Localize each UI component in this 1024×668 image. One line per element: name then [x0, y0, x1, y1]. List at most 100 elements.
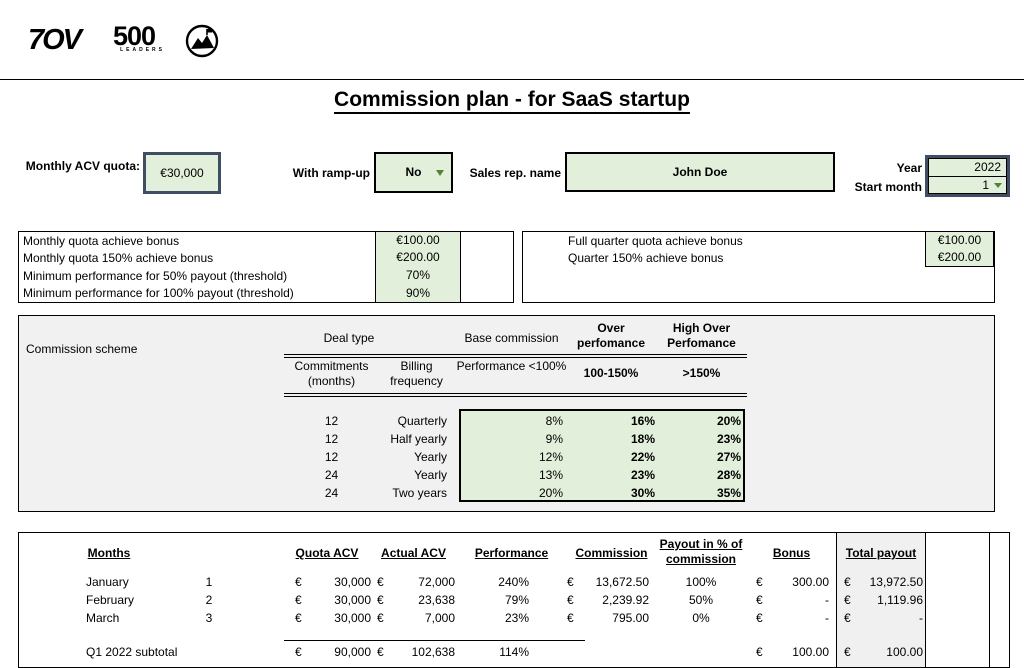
actual-acv-cell[interactable]: €7,000	[377, 611, 455, 625]
monthly-acv-quota-input[interactable]: €30,000	[143, 152, 221, 194]
total-payout-header: Total payout	[845, 546, 917, 560]
over-rate-cell[interactable]: 23%	[630, 468, 655, 482]
ramp-up-dropdown[interactable]: No	[374, 152, 453, 193]
bonus-label: Monthly quota 150% achieve bonus	[23, 251, 214, 266]
quota-acv-cell: €30,000	[295, 611, 371, 625]
currency-symbol: €	[844, 611, 851, 625]
currency-symbol: €	[295, 575, 302, 589]
bonus-value-cell[interactable]: €200.00	[926, 249, 993, 266]
company-logo-7ov: 7OV	[28, 24, 82, 56]
table-row: Minimum performance for 100% payout (thr…	[19, 284, 513, 302]
commission-rates-input-area[interactable]	[459, 409, 745, 502]
empty-cell	[460, 267, 513, 285]
monthly-bonus-table: Monthly quota achieve bonus €100.00 Mont…	[18, 231, 514, 303]
currency-symbol: €	[756, 593, 763, 607]
start-month-dropdown-arrow-icon[interactable]	[994, 182, 1002, 188]
currency-symbol: €	[377, 575, 384, 589]
currency-symbol: €	[756, 611, 763, 625]
table-row: Minimum performance for 50% payout (thre…	[19, 267, 513, 285]
quota-acv-cell: €30,000	[295, 575, 371, 589]
table-right-divider	[989, 533, 990, 667]
month-number: 1	[205, 575, 213, 589]
payout-pct-cell: 100%	[685, 575, 717, 589]
total-payout-cell: €1,119.96	[844, 593, 923, 607]
billing-cell: Two years	[392, 486, 447, 500]
performance-cell: 240%	[498, 575, 529, 589]
total-payout-cell: €13,972.50	[844, 575, 923, 589]
range-over-150-header: >150%	[682, 366, 721, 380]
high-rate-cell[interactable]: 28%	[716, 468, 741, 482]
over-rate-cell[interactable]: 22%	[630, 450, 655, 464]
base-rate-cell[interactable]: 12%	[538, 450, 563, 464]
subtotal-label: Q1 2022 subtotal	[86, 645, 178, 659]
high-rate-cell[interactable]: 20%	[716, 414, 741, 428]
currency-symbol: €	[756, 645, 763, 659]
payout-pct-cell: 0%	[692, 611, 710, 625]
month-number: 2	[205, 593, 213, 607]
month-name: February	[86, 593, 135, 607]
commission-scheme-label: Commission scheme	[26, 342, 138, 356]
commitment-cell: 12	[324, 414, 339, 428]
high-over-performance-header: High Over Perfomance	[667, 321, 736, 350]
performance-cell: 23%	[504, 611, 529, 625]
high-rate-cell[interactable]: 35%	[716, 486, 741, 500]
company-logo-500-leaders: 500 LEADERS	[103, 22, 165, 53]
performance-header: Performance	[474, 546, 549, 560]
bonus-value-cell[interactable]: 70%	[375, 267, 460, 285]
empty-cell	[460, 249, 513, 267]
sales-rep-name-input[interactable]: John Doe	[565, 152, 835, 192]
high-rate-cell[interactable]: 27%	[716, 450, 741, 464]
bonus-value-cell[interactable]: €100.00	[926, 232, 993, 249]
bonus-value-cell[interactable]: 90%	[375, 284, 460, 302]
base-rate-cell[interactable]: 13%	[538, 468, 563, 482]
commission-cell: €2,239.92	[567, 593, 649, 607]
bonus-value-cell[interactable]: €200.00	[375, 249, 460, 268]
over-rate-cell[interactable]: 30%	[630, 486, 655, 500]
quota-acv-header: Quota ACV	[295, 546, 359, 560]
year-label: Year	[896, 161, 922, 175]
base-rate-cell[interactable]: 8%	[545, 414, 563, 428]
currency-symbol: €	[844, 575, 851, 589]
actual-acv-cell[interactable]: €72,000	[377, 575, 455, 589]
base-rate-cell[interactable]: 9%	[545, 432, 563, 446]
bonus-label: Minimum performance for 100% payout (thr…	[23, 286, 294, 301]
ramp-up-label: With ramp-up	[292, 166, 370, 180]
subtotal-bonus-cell: €100.00	[756, 645, 829, 659]
bonus-cell: € -	[756, 593, 829, 607]
bonus-header: Bonus	[772, 546, 811, 560]
scheme-header-divider	[284, 354, 747, 358]
currency-symbol: €	[377, 593, 384, 607]
ramp-up-dropdown-arrow-icon[interactable]	[436, 170, 444, 176]
table-row: Full quarter quota achieve bonus	[523, 232, 994, 250]
month-name: January	[86, 575, 129, 589]
start-month-label: Start month	[854, 180, 922, 194]
table-row: Quarter 150% achieve bonus	[523, 250, 994, 268]
base-rate-cell[interactable]: 20%	[538, 486, 563, 500]
monthly-acv-quota-label: Monthly ACV quota:	[25, 159, 140, 173]
quarter-bonus-table: Full quarter quota achieve bonus Quarter…	[522, 231, 995, 303]
year-input[interactable]: 2022	[928, 158, 1007, 177]
commission-cell: €795.00	[567, 611, 649, 625]
commission-cell: €13,672.50	[567, 575, 649, 589]
table-row: Monthly quota achieve bonus €100.00	[19, 232, 513, 250]
start-month-dropdown[interactable]: 1	[928, 177, 1007, 194]
over-rate-cell[interactable]: 18%	[630, 432, 655, 446]
over-rate-cell[interactable]: 16%	[630, 414, 655, 428]
high-rate-cell[interactable]: 23%	[716, 432, 741, 446]
bonus-value-cell[interactable]: €100.00	[375, 232, 460, 250]
actual-acv-cell[interactable]: €23,638	[377, 593, 455, 607]
commitment-cell: 24	[324, 468, 339, 482]
month-number: 3	[205, 611, 213, 625]
mountain-flag-logo-icon	[185, 24, 219, 58]
bonus-label: Monthly quota achieve bonus	[23, 233, 180, 248]
sales-rep-label: Sales rep. name	[469, 166, 561, 180]
empty-cell	[460, 232, 513, 250]
page-title-wrap: Commission plan - for SaaS startup	[0, 88, 1024, 114]
commitment-cell: 12	[324, 432, 339, 446]
bonus-label: Full quarter quota achieve bonus	[568, 233, 743, 248]
commission-header: Commission	[575, 546, 648, 560]
quarter-bonus-values: €100.00 €200.00	[925, 231, 994, 267]
commitments-header: Commitments (months)	[294, 359, 369, 388]
currency-symbol: €	[377, 645, 384, 659]
